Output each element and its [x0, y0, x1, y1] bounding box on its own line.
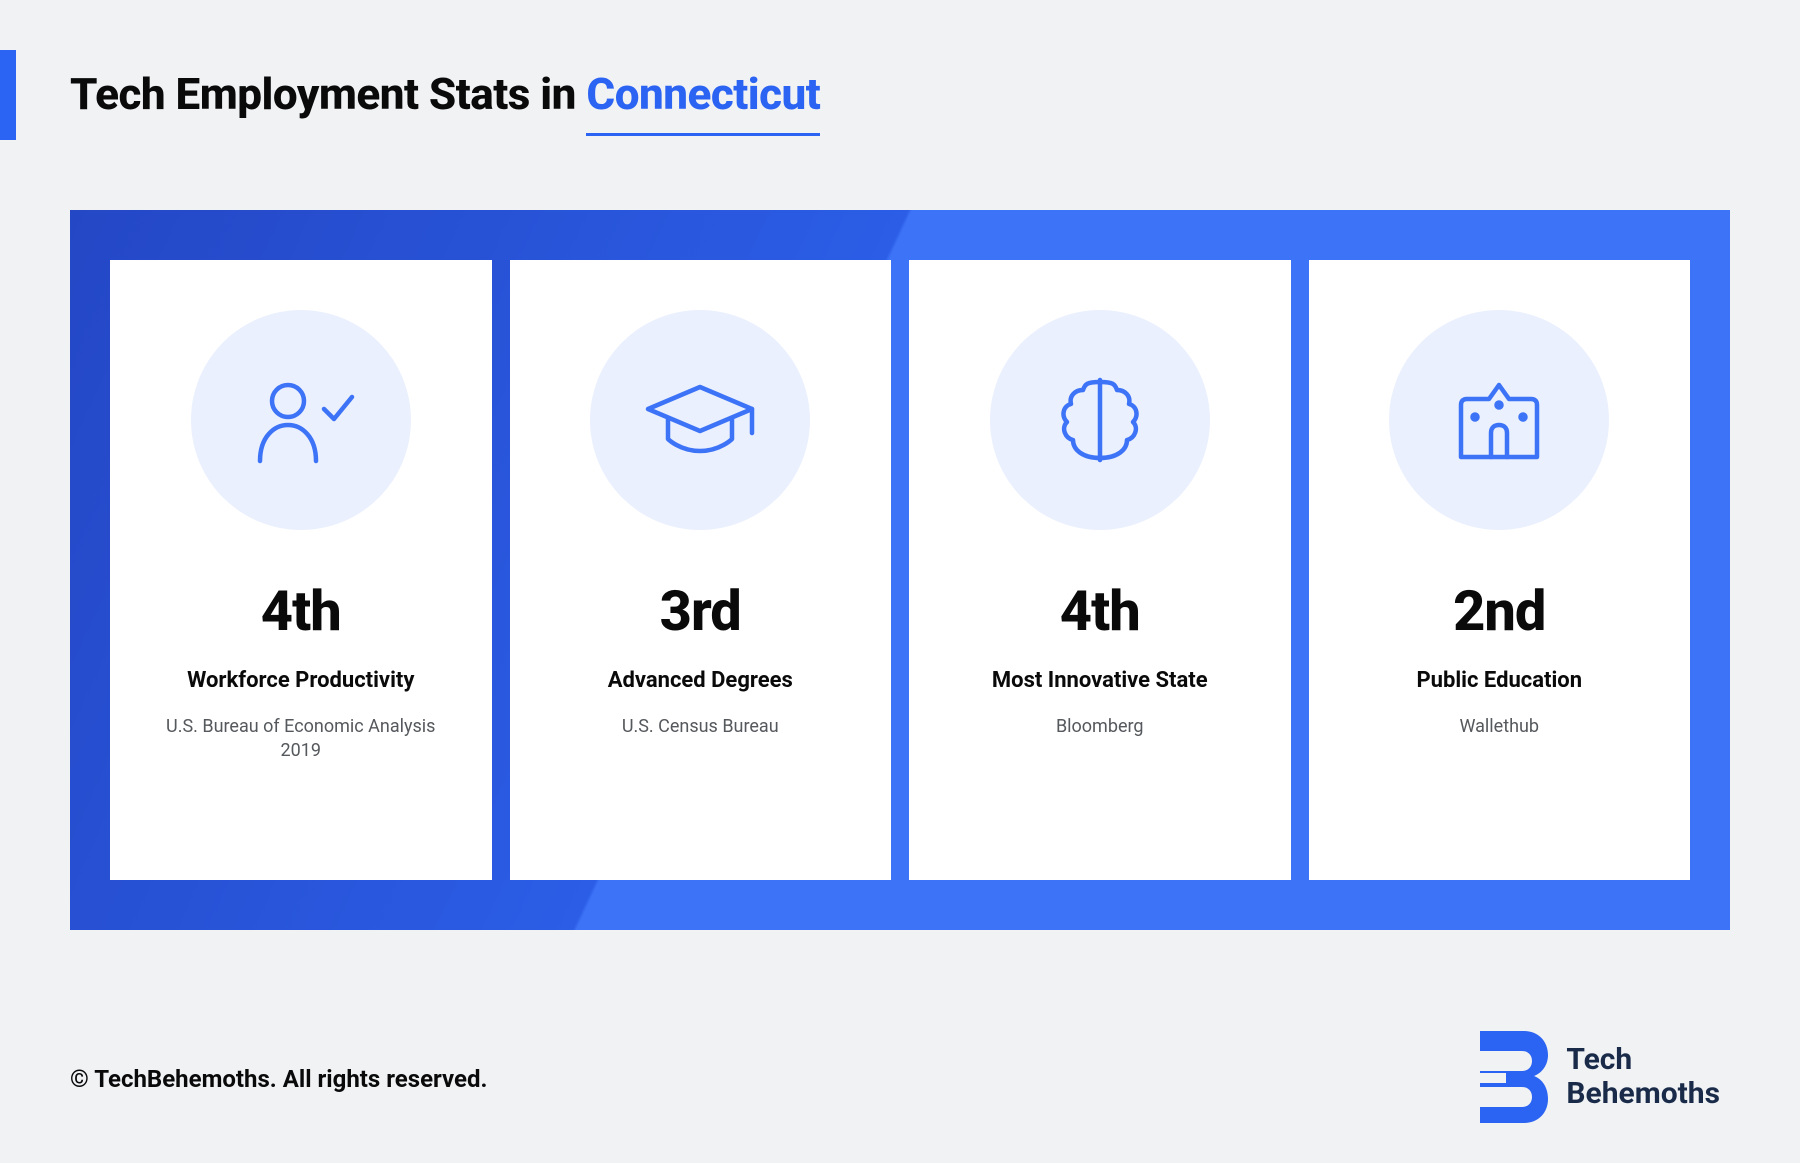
stat-rank: 4th: [261, 578, 341, 644]
stat-source: Wallethub: [1459, 715, 1539, 739]
stat-card: 2nd Public Education Wallethub: [1309, 260, 1691, 880]
stat-source: Bloomberg: [1056, 715, 1144, 739]
stat-card: 4th Workforce Productivity U.S. Bureau o…: [110, 260, 492, 880]
accent-bar: [0, 50, 16, 140]
stat-source: U.S. Census Bureau: [622, 715, 779, 739]
page-title: Tech Employment Stats in Connecticut: [70, 68, 820, 120]
school-icon: [1389, 310, 1609, 530]
stat-metric: Most Innovative State: [992, 668, 1208, 693]
stat-metric: Public Education: [1416, 668, 1582, 693]
stat-rank: 3rd: [660, 578, 741, 644]
graduation-cap-icon: [590, 310, 810, 530]
stats-panel: 4th Workforce Productivity U.S. Bureau o…: [70, 210, 1730, 930]
brand-line2: Behemoths: [1566, 1077, 1720, 1112]
user-check-icon: [191, 310, 411, 530]
stat-source: U.S. Bureau of Economic Analysis 2019: [161, 715, 441, 764]
stat-card: 4th Most Innovative State Bloomberg: [909, 260, 1291, 880]
copyright: © TechBehemoths. All rights reserved.: [70, 1065, 487, 1093]
brand-logo: Tech Behemoths: [1476, 1031, 1720, 1123]
stat-metric: Workforce Productivity: [187, 668, 414, 693]
stat-metric: Advanced Degrees: [608, 668, 793, 693]
stat-card: 3rd Advanced Degrees U.S. Census Bureau: [510, 260, 892, 880]
brand-line1: Tech: [1566, 1043, 1720, 1078]
brain-icon: [990, 310, 1210, 530]
stat-rank: 2nd: [1453, 578, 1545, 644]
title-prefix: Tech Employment Stats in: [70, 68, 586, 120]
brand-mark-icon: [1476, 1031, 1548, 1123]
brand-wordmark: Tech Behemoths: [1566, 1043, 1720, 1112]
stat-rank: 4th: [1060, 578, 1140, 644]
title-highlight: Connecticut: [586, 68, 820, 120]
